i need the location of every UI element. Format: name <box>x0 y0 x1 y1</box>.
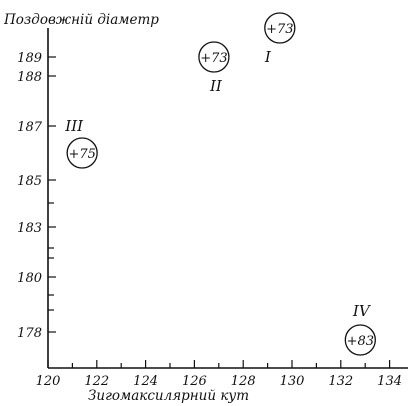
data-point: +73 II <box>198 41 230 95</box>
x-tick-label: 126 <box>182 374 207 389</box>
x-tick-label: 130 <box>280 374 305 389</box>
x-tick-label: 120 <box>36 374 61 389</box>
data-points: +73 I +73 II +75 III +83 IV <box>64 12 376 356</box>
y-tick-label: 187 <box>17 120 43 135</box>
y-tick-label: 189 <box>17 51 42 66</box>
point-marker <box>264 12 296 44</box>
point-value-label: +73 <box>200 51 227 66</box>
x-tick-label: 134 <box>377 374 402 389</box>
point-group-label: II <box>209 77 223 95</box>
y-tick-label: 180 <box>17 271 42 286</box>
point-group-label: III <box>64 117 84 135</box>
y-tick-label: 185 <box>17 174 42 189</box>
point-marker <box>66 137 98 169</box>
x-tick-label: 122 <box>84 374 109 389</box>
x-axis-ticks: 120 122 124 126 128 130 132 134 <box>36 360 402 389</box>
y-tick-label: 183 <box>17 221 42 236</box>
y-tick-label: 188 <box>17 70 42 85</box>
point-group-label: IV <box>352 302 372 320</box>
x-tick-label: 124 <box>133 374 158 389</box>
point-value-label: +75 <box>68 147 95 162</box>
point-group-label: I <box>264 48 272 66</box>
data-point: +73 I <box>264 12 296 66</box>
y-axis-title: Поздовжній діаметр <box>3 12 159 28</box>
data-point: +83 IV <box>344 302 376 356</box>
point-value-label: +83 <box>347 334 374 349</box>
y-tick-label: 178 <box>17 326 42 341</box>
x-tick-label: 132 <box>328 374 353 389</box>
point-marker <box>344 324 376 356</box>
point-value-label: +73 <box>266 22 293 37</box>
y-axis-ticks: 189 188 187 185 183 180 178 <box>17 51 56 341</box>
x-tick-label: 128 <box>231 374 256 389</box>
data-point: +75 III <box>64 117 98 169</box>
point-marker <box>198 41 230 73</box>
x-axis-title: Зигомаксилярний кут <box>88 388 249 404</box>
y-minor-ticks <box>48 202 54 311</box>
